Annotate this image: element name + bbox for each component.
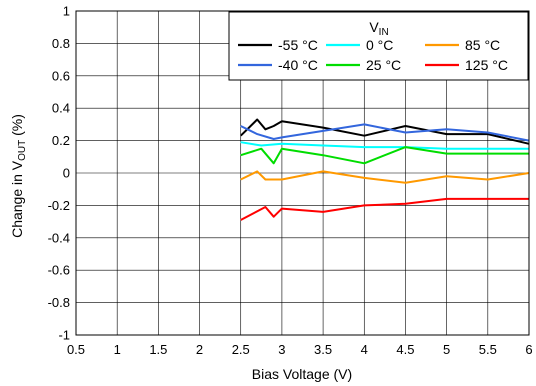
x-tick-label: 1	[114, 342, 121, 357]
legend-label: 0 °C	[366, 37, 393, 53]
y-tick-label: -0.2	[48, 198, 70, 213]
x-tick-label: 0.5	[67, 342, 85, 357]
series-line-125C	[240, 197, 529, 221]
legend-label: -55 °C	[278, 37, 318, 53]
legend-label: 85 °C	[465, 37, 500, 53]
y-tick-label: -0.6	[48, 263, 70, 278]
series-layer	[240, 118, 530, 221]
legend-title: VIN	[369, 19, 388, 38]
y-tick-label: 0.6	[52, 68, 70, 83]
x-tick-label: 2.5	[232, 342, 250, 357]
series-line-25C	[240, 146, 529, 165]
series-line-0C	[240, 141, 529, 150]
series-line-40C	[240, 123, 530, 142]
y-tick-labels: 1 0.8 0.6 0.4 0.2 0 -0.2 -0.4 -0.6 -0.8 -1	[48, 4, 70, 343]
legend-box	[228, 11, 529, 81]
y-tick-label: 0.8	[52, 36, 70, 51]
y-axis-title: Change in VOUT (%)	[9, 114, 28, 238]
x-tick-label: 4.5	[396, 342, 414, 357]
x-tick-label: 5.5	[479, 342, 497, 357]
legend-label: 125 °C	[465, 57, 508, 73]
series-line-85C	[240, 170, 530, 184]
plot-frame	[75, 10, 530, 336]
legend: VIN -55 °C 0 °C 85 °C -40 °C 25 °C 125 °C	[228, 11, 529, 81]
x-tick-label: 3.5	[314, 342, 332, 357]
legend-label: -40 °C	[278, 57, 318, 73]
x-tick-label: 1.5	[149, 342, 167, 357]
x-tick-labels: 0.5 1 1.5 2 2.5 3 3.5 4 4.5 5 5.5 6	[67, 342, 533, 357]
y-tick-label: 0.4	[52, 101, 70, 116]
x-tick-label: 4	[361, 342, 368, 357]
x-tick-label: 3	[278, 342, 285, 357]
y-tick-label: 0.2	[52, 133, 70, 148]
y-tick-label: -0.4	[48, 230, 70, 245]
y-tick-label: -1	[58, 328, 70, 343]
y-tick-label: 0	[63, 166, 70, 181]
x-tick-label: 2	[196, 342, 203, 357]
y-tick-label: 1	[63, 4, 70, 19]
x-axis-title: Bias Voltage (V)	[252, 366, 352, 382]
series-line-55C	[240, 118, 530, 145]
x-tick-label: 5	[443, 342, 450, 357]
legend-label: 25 °C	[366, 57, 401, 73]
y-tick-label: -0.8	[48, 295, 70, 310]
x-tick-label: 6	[525, 342, 532, 357]
